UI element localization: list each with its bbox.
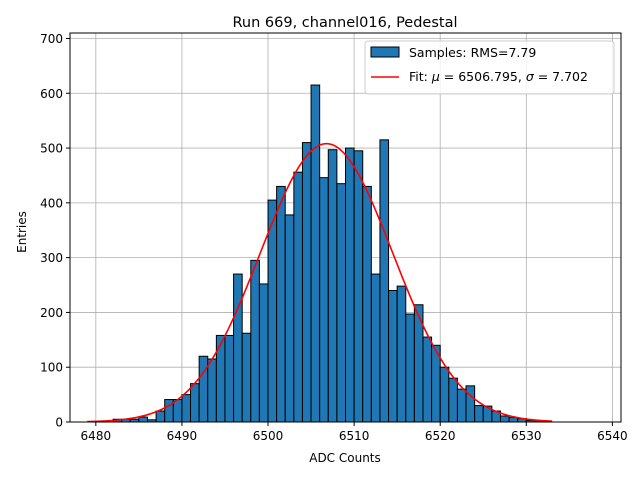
histogram-bar <box>379 139 390 423</box>
histogram-bar <box>267 199 278 423</box>
plot-area: 6480 6490 6500 6510 6520 6530 6540 0 100 200 300 40… <box>40 32 628 443</box>
x-tick-label: 6520 <box>425 429 456 443</box>
histogram-bar <box>388 290 398 423</box>
histogram-bar <box>293 171 303 423</box>
histogram-bar <box>319 177 329 423</box>
legend-fit-label: Fit: μ = 6506.795, σ = 7.702 <box>409 69 588 84</box>
histogram-bar <box>336 183 346 423</box>
legend-mu-value: = 6506.795, <box>440 69 526 84</box>
chart-title: Run 669, channel016, Pedestal <box>232 15 457 31</box>
y-tick-label: 0 <box>55 416 63 430</box>
axis-ticks: 6480 6490 6500 6510 6520 6530 6540 0 100 200 300 40… <box>40 32 628 443</box>
histogram-bar <box>284 214 295 423</box>
y-tick-label: 200 <box>40 306 63 320</box>
x-tick-label: 6500 <box>253 429 284 443</box>
histogram-bar <box>250 259 260 423</box>
histogram-bar <box>207 358 217 423</box>
histogram-bar <box>181 394 192 423</box>
x-tick-label: 6510 <box>339 429 370 443</box>
legend-fit-prefix: Fit: <box>409 69 432 84</box>
histogram-bar <box>405 313 415 423</box>
x-axis-label: ADC Counts <box>309 451 381 465</box>
legend-histogram-swatch <box>370 46 400 58</box>
histogram-bar <box>276 185 286 423</box>
histogram-bar <box>474 405 484 423</box>
histogram-bar <box>362 185 372 423</box>
histogram-bar <box>138 416 148 423</box>
histogram-bar <box>301 142 312 423</box>
histogram-bar <box>422 336 433 423</box>
histogram-bar <box>370 273 381 423</box>
x-tick-label: 6530 <box>511 429 542 443</box>
legend-box <box>364 40 615 95</box>
y-tick-label: 700 <box>40 32 63 46</box>
histogram-bar <box>224 334 235 423</box>
histogram-bar <box>345 147 355 423</box>
histogram-bar <box>190 383 200 423</box>
histogram-bar <box>508 417 519 423</box>
y-tick-label: 500 <box>40 142 63 156</box>
histogram-bar <box>396 285 407 423</box>
histogram-bar <box>499 415 510 423</box>
histogram-bar <box>353 150 364 423</box>
histogram-bar <box>258 283 269 423</box>
x-tick-label: 6540 <box>597 429 628 443</box>
y-tick-label: 600 <box>40 87 63 101</box>
legend-histogram-label: Samples: RMS=7.79 <box>409 45 536 60</box>
histogram-bar <box>327 149 338 423</box>
x-tick-label: 6480 <box>81 429 112 443</box>
histogram-bar <box>465 385 476 423</box>
histogram-bar <box>439 366 450 423</box>
histogram-bar <box>198 355 209 423</box>
legend-sigma-value: = 7.702 <box>534 69 588 84</box>
histogram-bar <box>241 332 252 423</box>
histogram-bar <box>172 399 183 423</box>
histogram-bar <box>233 273 243 423</box>
histogram-bar <box>155 410 166 423</box>
histogram-bar <box>456 388 467 423</box>
histogram-bar <box>448 377 458 423</box>
y-tick-label: 100 <box>40 361 63 375</box>
legend-mu-symbol: μ <box>431 69 440 84</box>
fit-curve <box>87 142 553 423</box>
histogram-bar <box>310 84 321 423</box>
x-tick-label: 6490 <box>167 429 198 443</box>
legend-sigma-symbol: σ <box>526 69 535 84</box>
axes-frame <box>69 32 622 423</box>
y-tick-label: 400 <box>40 196 63 210</box>
y-axis-label: Entries <box>15 211 29 253</box>
legend: Samples: RMS=7.79 Fit: μ = 6506.795, σ =… <box>364 40 615 95</box>
y-tick-label: 300 <box>40 251 63 265</box>
